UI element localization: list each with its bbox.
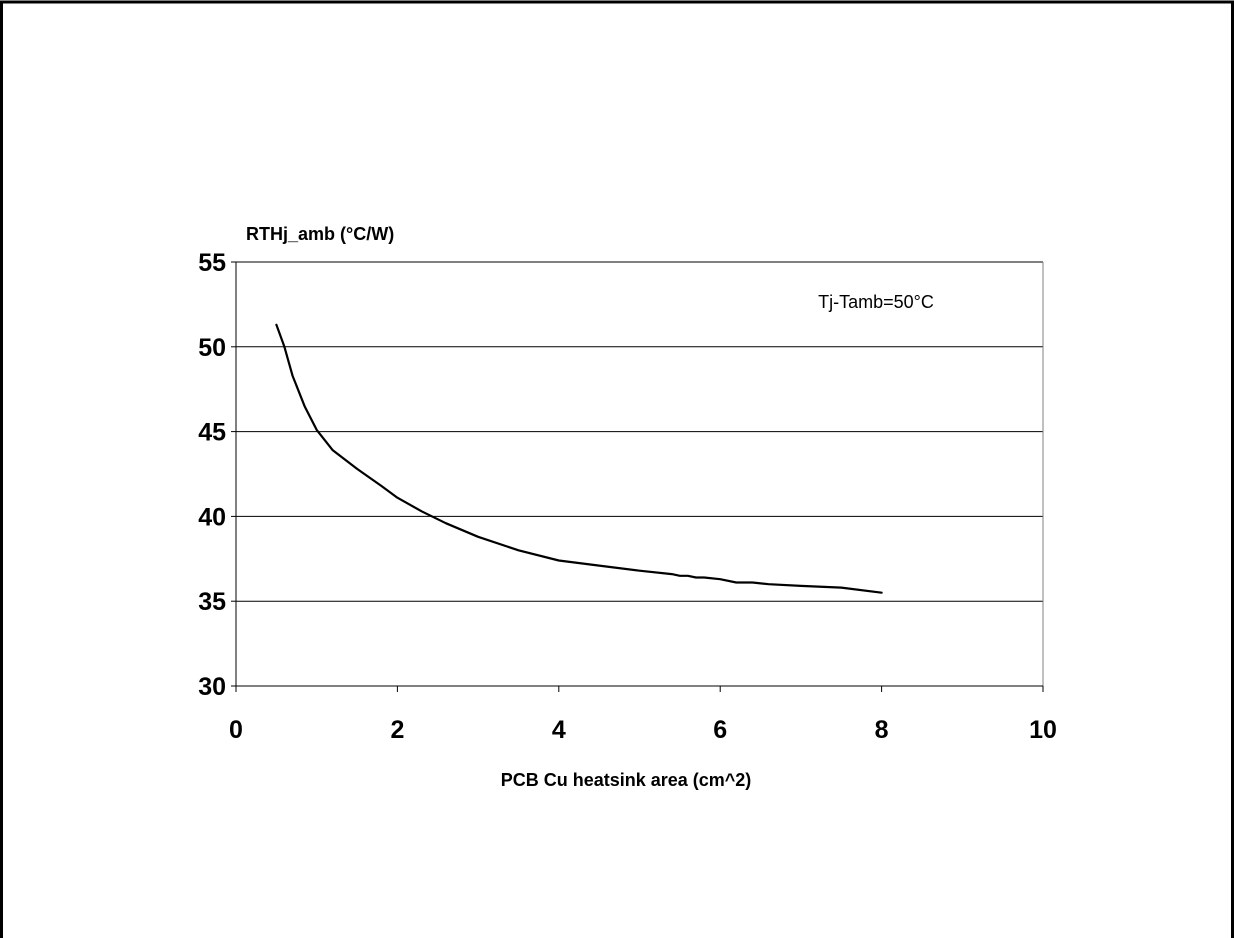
y-tick-label: 40	[198, 503, 226, 531]
y-tick-label: 35	[198, 588, 226, 616]
y-axis-title: RTHj_amb (°C/W)	[246, 224, 394, 244]
x-tick-label: 6	[713, 716, 727, 744]
x-tick-label: 10	[1029, 716, 1057, 744]
y-tick-label: 55	[198, 249, 226, 277]
x-tick-label: 4	[552, 716, 566, 744]
x-axis-title: PCB Cu heatsink area (cm^2)	[501, 770, 752, 790]
axis-ticks: 30 35 40 45 50 55 0 2 4 6 8 10	[198, 249, 1057, 744]
chart-annotation: Tj-Tamb=50°C	[818, 292, 934, 312]
gridlines	[236, 261, 1043, 602]
y-tick-label: 50	[198, 334, 226, 362]
x-tick-label: 2	[390, 716, 404, 744]
y-tick-label: 45	[198, 419, 226, 447]
series-line-0	[275, 323, 883, 594]
series-group	[275, 323, 883, 594]
x-tick-label: 0	[229, 716, 243, 744]
y-tick-label: 30	[198, 673, 226, 701]
x-tick-label: 8	[875, 716, 889, 744]
